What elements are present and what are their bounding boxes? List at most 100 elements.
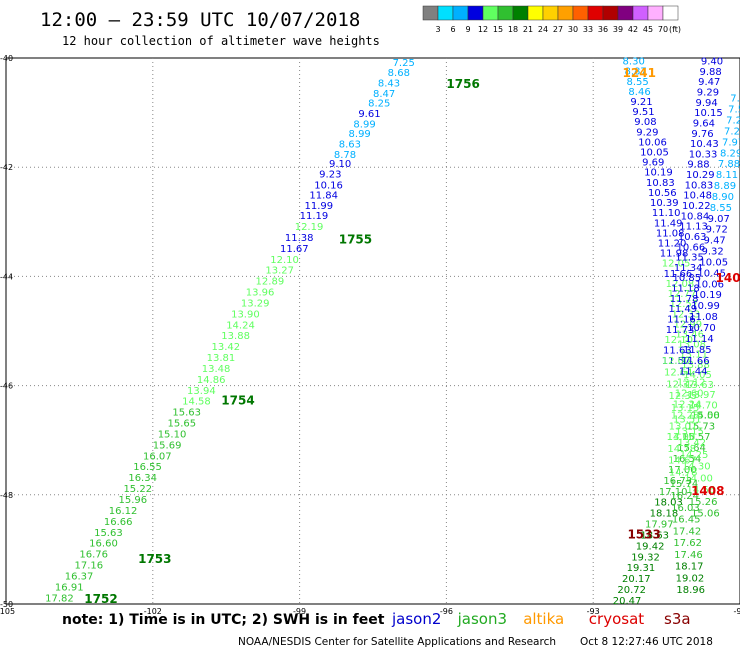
- footer-credit: NOAA/NESDIS Center for Satellite Applica…: [238, 636, 556, 648]
- wave-height-point: 8.30: [623, 57, 645, 68]
- wave-height-point: 9.23: [319, 170, 341, 181]
- time-label: 1752: [84, 592, 117, 606]
- wave-height-point: 9.29: [636, 127, 658, 138]
- wave-height-point: 8.89: [714, 181, 736, 192]
- wave-height-point: 11.66: [664, 269, 693, 280]
- colorbar-swatch: [662, 5, 679, 21]
- wave-height-point: 8.78: [334, 150, 356, 161]
- legend-jason2: jason2: [391, 610, 441, 628]
- wave-height-point: 7.59: [728, 105, 740, 116]
- wave-height-point: 13.29: [241, 298, 270, 309]
- wave-height-point: 10.05: [640, 148, 669, 159]
- wave-height-point: 9.32: [701, 247, 723, 258]
- wave-height-point: 13.97: [687, 390, 716, 401]
- wave-height-point: 16.45: [672, 515, 701, 526]
- colorbar-swatch: [617, 5, 634, 21]
- colorbar-swatch: [527, 5, 544, 21]
- wave-height-point: 13.94: [187, 386, 216, 397]
- wave-height-point: 10.06: [638, 137, 667, 148]
- wave-height-point: 13.88: [221, 331, 250, 342]
- wave-height-point: 17.00: [668, 465, 697, 476]
- wave-height-point: 11.13: [679, 222, 708, 233]
- colorbar-swatch: [602, 5, 619, 21]
- wave-height-point: 7.28: [726, 116, 740, 127]
- colorbar-swatch: [437, 5, 454, 21]
- wave-height-point: 16.55: [133, 462, 162, 473]
- wave-height-point: 14.00: [684, 473, 713, 484]
- wave-height-point: 10.84: [681, 211, 710, 222]
- wave-height-point: 8.55: [710, 203, 732, 214]
- wave-height-point: 13.90: [231, 309, 260, 320]
- wave-height-point: 10.39: [650, 198, 679, 209]
- wave-height-point: 17.97: [645, 520, 674, 531]
- time-label: 1533: [627, 527, 660, 541]
- wave-height-point: 10.66: [677, 242, 706, 253]
- grid-lines: [6, 58, 740, 604]
- colorbar-label: 12: [478, 25, 488, 34]
- wave-height-point: 16.60: [89, 539, 118, 550]
- wave-height-point: 9.88: [700, 67, 722, 78]
- wave-height-point: 20.47: [613, 596, 642, 607]
- wave-height-point: 11.20: [658, 239, 687, 250]
- colorbar-label: 21: [523, 25, 533, 34]
- wave-height-point: 15.57: [682, 432, 711, 443]
- wave-height-point: 7.88: [718, 159, 740, 170]
- wave-height-point: 15.10: [158, 429, 187, 440]
- wave-height-point: 9.88: [687, 160, 709, 171]
- colorbar-swatch: [482, 5, 499, 21]
- wave-height-point: 10.63: [678, 232, 707, 243]
- wave-height-point: 19.02: [676, 573, 705, 584]
- wave-height-point: 9.72: [706, 225, 728, 236]
- wave-height-point: 20.17: [622, 574, 651, 585]
- wave-height-point: 19.32: [631, 552, 660, 563]
- wave-height-point: 10.22: [682, 201, 711, 212]
- wave-height-point: 9.21: [630, 97, 652, 108]
- wave-height-point: 8.25: [368, 99, 390, 110]
- wave-height-point: 12.35: [668, 391, 697, 402]
- time-labels: 1756175517541753175212411405140614071532…: [84, 66, 740, 606]
- colorbar-swatch: [542, 5, 559, 21]
- wave-height-point: 15.96: [119, 495, 148, 506]
- colorbar-unit: (ft): [669, 25, 681, 34]
- axis-ticks: -105 -102 -99 -96 -93 -90 -40 -42 -44 -46 -48 -50: [0, 54, 740, 616]
- wave-height-point: 9.40: [701, 57, 723, 68]
- wave-height-point: 9.47: [704, 236, 726, 247]
- wave-height-point: 11.38: [285, 233, 314, 244]
- colorbar-label: 33: [583, 25, 593, 34]
- y-tick-label: -42: [0, 163, 13, 172]
- colorbar-label: 42: [628, 25, 638, 34]
- wave-height-point: 12.00: [662, 356, 691, 367]
- wave-height-point: 11.10: [652, 208, 681, 219]
- wave-height-point: 18.17: [675, 562, 704, 573]
- wave-height-point: 11.67: [280, 244, 309, 255]
- wave-height-point: 11.63: [663, 345, 692, 356]
- wave-height-point: 7.97: [722, 137, 740, 148]
- wave-height-point: 15.64: [677, 443, 706, 454]
- wave-height-point: 16.34: [128, 473, 157, 484]
- wave-height-point: 9.07: [708, 214, 730, 225]
- wave-height-point: 16.12: [109, 506, 138, 517]
- wave-height-point: 11.08: [656, 228, 685, 239]
- wave-height-point: 10.33: [689, 149, 718, 160]
- wave-height-point: 12.77: [668, 289, 697, 300]
- data-points: 7.258.688.438.478.259.618.998.998.638.78…: [45, 58, 415, 604]
- wave-height-point: 8.43: [378, 78, 400, 89]
- wave-height-point: 10.05: [699, 257, 728, 268]
- wave-height-point: 16.24: [670, 491, 699, 502]
- wave-height-point: 18.03: [654, 498, 683, 509]
- wave-height-point: 12.08: [666, 279, 695, 290]
- y-tick-label: -50: [0, 600, 13, 609]
- wave-height-point: 17.46: [674, 550, 703, 561]
- wave-height-point: 10.19: [644, 168, 673, 179]
- footer-note: note: 1) Time is in UTC; 2) SWH is in fe…: [62, 612, 385, 628]
- wave-height-point: 16.03: [671, 503, 700, 514]
- wave-height-point: 14.70: [689, 400, 718, 411]
- time-label: 1754: [221, 394, 254, 408]
- wave-height-point: 11.98: [660, 249, 689, 260]
- x-tick-label: -102: [144, 607, 162, 616]
- wave-height-point: 9.51: [632, 107, 654, 118]
- colorbar-swatch: [632, 5, 649, 21]
- wave-height-point: 10.45: [697, 268, 726, 279]
- wave-height-point: 11.19: [300, 211, 329, 222]
- colorbar-swatch: [557, 5, 574, 21]
